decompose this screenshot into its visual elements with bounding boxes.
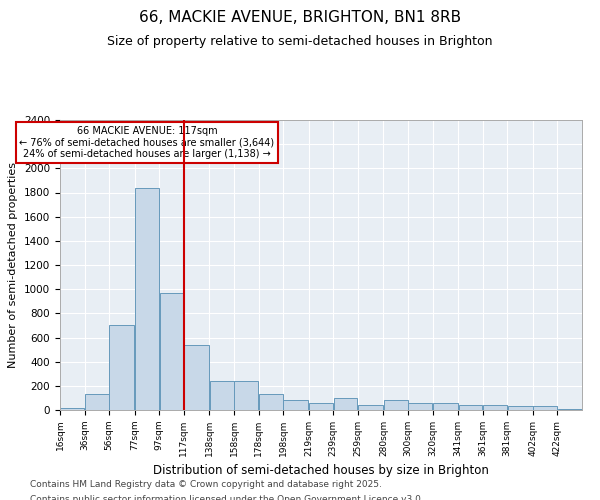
Bar xyxy=(433,404,458,410)
Bar xyxy=(184,345,209,410)
Bar xyxy=(508,406,533,410)
Bar xyxy=(334,398,358,410)
Text: Contains HM Land Registry data © Crown copyright and database right 2025.: Contains HM Land Registry data © Crown c… xyxy=(30,480,382,489)
Bar xyxy=(309,404,333,410)
Text: Size of property relative to semi-detached houses in Brighton: Size of property relative to semi-detach… xyxy=(107,35,493,48)
Bar xyxy=(283,400,308,410)
Y-axis label: Number of semi-detached properties: Number of semi-detached properties xyxy=(8,162,19,368)
Bar xyxy=(483,404,507,410)
Bar xyxy=(135,188,159,410)
Bar xyxy=(259,394,283,410)
Bar xyxy=(210,381,233,410)
Bar xyxy=(384,400,407,410)
Bar xyxy=(109,326,134,410)
Bar xyxy=(61,408,84,410)
Bar xyxy=(85,394,109,410)
Bar xyxy=(358,404,383,410)
Bar xyxy=(458,404,482,410)
Text: Contains public sector information licensed under the Open Government Licence v3: Contains public sector information licen… xyxy=(30,495,424,500)
Bar xyxy=(160,293,184,410)
Text: 66, MACKIE AVENUE, BRIGHTON, BN1 8RB: 66, MACKIE AVENUE, BRIGHTON, BN1 8RB xyxy=(139,10,461,25)
Bar xyxy=(235,381,258,410)
Bar xyxy=(558,409,581,410)
Bar xyxy=(409,403,432,410)
Bar xyxy=(533,406,557,410)
Text: 66 MACKIE AVENUE: 117sqm
← 76% of semi-detached houses are smaller (3,644)
24% o: 66 MACKIE AVENUE: 117sqm ← 76% of semi-d… xyxy=(19,126,275,159)
X-axis label: Distribution of semi-detached houses by size in Brighton: Distribution of semi-detached houses by … xyxy=(153,464,489,477)
